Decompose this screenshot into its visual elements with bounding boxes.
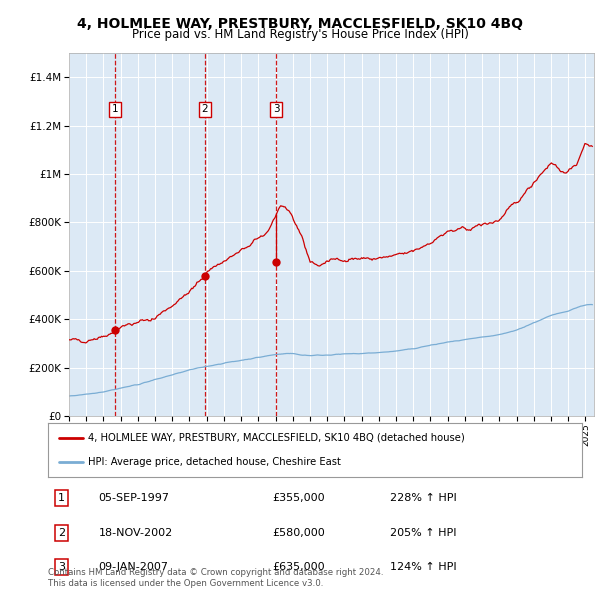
Text: 4, HOLMLEE WAY, PRESTBURY, MACCLESFIELD, SK10 4BQ: 4, HOLMLEE WAY, PRESTBURY, MACCLESFIELD,… — [77, 17, 523, 31]
Text: 1: 1 — [112, 104, 118, 114]
Text: 205% ↑ HPI: 205% ↑ HPI — [390, 528, 456, 537]
Text: £580,000: £580,000 — [272, 528, 325, 537]
Text: £635,000: £635,000 — [272, 562, 325, 572]
Text: 1: 1 — [58, 493, 65, 503]
Text: 3: 3 — [273, 104, 280, 114]
Text: 18-NOV-2002: 18-NOV-2002 — [99, 528, 173, 537]
Text: 124% ↑ HPI: 124% ↑ HPI — [390, 562, 457, 572]
Text: 4, HOLMLEE WAY, PRESTBURY, MACCLESFIELD, SK10 4BQ (detached house): 4, HOLMLEE WAY, PRESTBURY, MACCLESFIELD,… — [88, 432, 465, 442]
Text: Price paid vs. HM Land Registry's House Price Index (HPI): Price paid vs. HM Land Registry's House … — [131, 28, 469, 41]
Text: 05-SEP-1997: 05-SEP-1997 — [99, 493, 170, 503]
Text: 228% ↑ HPI: 228% ↑ HPI — [390, 493, 457, 503]
Text: 2: 2 — [58, 528, 65, 537]
Text: 3: 3 — [58, 562, 65, 572]
Text: Contains HM Land Registry data © Crown copyright and database right 2024.
This d: Contains HM Land Registry data © Crown c… — [48, 568, 383, 588]
Text: HPI: Average price, detached house, Cheshire East: HPI: Average price, detached house, Ches… — [88, 457, 341, 467]
Text: 2: 2 — [202, 104, 208, 114]
Text: £355,000: £355,000 — [272, 493, 325, 503]
Text: 09-JAN-2007: 09-JAN-2007 — [99, 562, 169, 572]
